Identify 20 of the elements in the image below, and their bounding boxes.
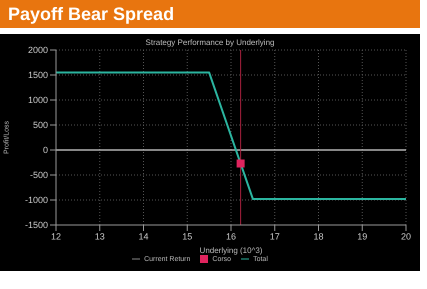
x-tick-label: 19 (357, 231, 368, 242)
y-tick-label: 2000 (28, 45, 48, 56)
x-axis-title: Underlying (10^3) (200, 246, 263, 255)
x-tick-label: 13 (94, 231, 105, 242)
x-tick-label: 18 (313, 231, 324, 242)
x-tick-label: 17 (270, 231, 280, 242)
y-tick-label: 1500 (28, 70, 48, 80)
y-tick-label: -1000 (24, 195, 48, 206)
chart-title: Payoff Bear Spread (0, 0, 420, 28)
x-tick-label: 12 (50, 231, 62, 242)
y-tick-label: -500 (30, 170, 48, 180)
y-tick-label: 0 (42, 145, 48, 156)
chart-subtitle: Strategy Performance by Underlying (144, 38, 276, 47)
y-tick-label: 1000 (28, 95, 48, 106)
y-tick-label: 500 (32, 120, 48, 130)
x-tick-label: 16 (226, 231, 236, 242)
x-tick-label: 20 (400, 231, 412, 242)
x-tick-label: 15 (182, 231, 192, 242)
x-tick-label: 14 (138, 231, 149, 242)
y-tick-label: -1500 (24, 220, 48, 230)
